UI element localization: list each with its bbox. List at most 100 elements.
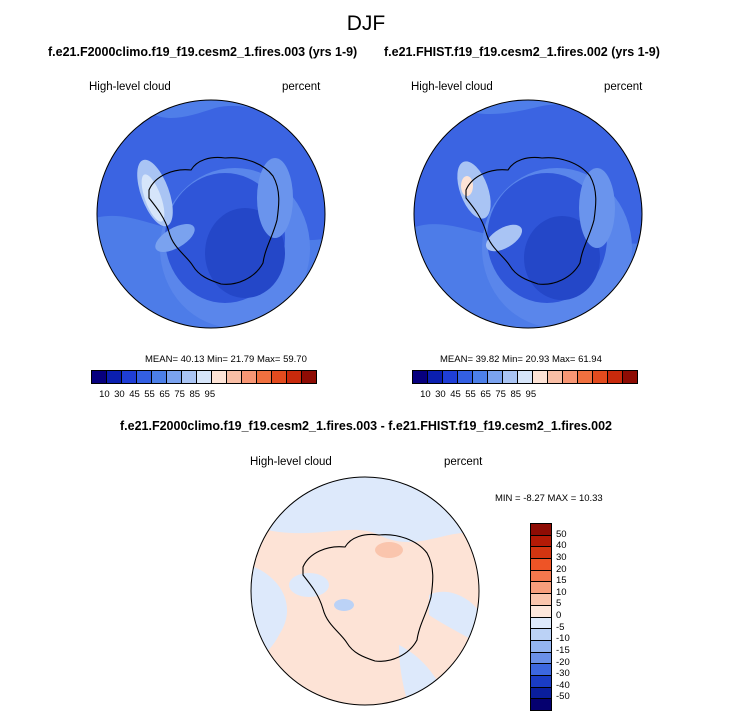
colorbar-tick-label: 10 [99, 389, 110, 400]
panel-3-units: percent [444, 456, 483, 468]
colorbar-swatch [531, 675, 551, 688]
colorbar-tick-label: 30 [435, 389, 446, 400]
colorbar-tick-label: 75 [495, 389, 506, 400]
colorbar-swatch [227, 371, 242, 383]
colorbar-swatch [531, 535, 551, 548]
colorbar-tick-label: 20 [556, 563, 567, 575]
panel-2-units: percent [604, 81, 643, 93]
panel-2-colorbar [412, 370, 638, 384]
colorbar-swatch [531, 594, 551, 606]
panel-1-stats: MEAN= 40.13 Min= 21.79 Max= 59.70 [145, 354, 307, 365]
colorbar-swatch [167, 371, 182, 383]
colorbar-swatch [531, 664, 551, 676]
colorbar-tick-label: -40 [556, 679, 570, 691]
figure-title: DJF [346, 12, 386, 35]
colorbar-swatch [531, 547, 551, 560]
antarctica-coastline [302, 533, 434, 662]
panel-1-colorbar [91, 370, 317, 384]
colorbar-swatch [531, 629, 551, 641]
colorbar-tick-label: -30 [556, 668, 570, 680]
colorbar-tick-label: 30 [114, 389, 125, 400]
colorbar-abs-1-labels: 10 30 45 55 65 75 85 95 [91, 389, 317, 401]
antarctica-coastline [465, 156, 597, 285]
colorbar-swatch [593, 371, 608, 383]
panel-1-polar-map [96, 99, 326, 329]
colorbar-abs-1 [91, 370, 317, 384]
colorbar-swatch [473, 371, 488, 383]
panel-2-title: f.e21.FHIST.f19_f19.cesm2_1.fires.002 (y… [384, 45, 660, 59]
colorbar-swatch [182, 371, 197, 383]
colorbar-tick-label: 85 [189, 389, 201, 400]
colorbar-swatch [488, 371, 503, 383]
colorbar-swatch [287, 371, 302, 383]
colorbar-diff-labels: 50 40 30 20 15 10 5 0 -5 -10 -15 -20 -30 -40 -50 [556, 523, 596, 711]
panel-2-stats: MEAN= 39.82 Min= 20.93 Max= 61.94 [440, 354, 602, 365]
colorbar-swatch [137, 371, 152, 383]
colorbar-swatch [531, 582, 551, 595]
colorbar-swatch [608, 371, 623, 383]
colorbar-tick-label: 10 [556, 586, 567, 598]
colorbar-tick-label: 95 [525, 389, 537, 400]
colorbar-swatch [531, 559, 551, 571]
panel-1-title: f.e21.F2000climo.f19_f19.cesm2_1.fires.0… [48, 45, 358, 59]
colorbar-tick-label: -10 [556, 633, 570, 645]
colorbar-swatch [518, 371, 533, 383]
colorbar-tick-label: 5 [556, 598, 562, 610]
colorbar-swatch [531, 617, 551, 630]
colorbar-tick-label: 15 [556, 575, 567, 587]
colorbar-tick-label: 40 [556, 540, 567, 552]
colorbar-swatch [531, 640, 551, 653]
panel-1-units: percent [282, 81, 321, 93]
colorbar-tick-label: 45 [450, 389, 461, 400]
panel-2-polar-map [413, 99, 643, 329]
panel-3-stats: MIN = -8.27 MAX = 10.33 [495, 493, 603, 504]
colorbar-swatch [257, 371, 272, 383]
colorbar-swatch [107, 371, 122, 383]
colorbar-swatch [212, 371, 227, 383]
colorbar-diff [530, 523, 552, 711]
colorbar-tick-label: -20 [556, 656, 570, 668]
colorbar-swatch [302, 371, 316, 383]
panel-3-variable: High-level cloud [250, 456, 332, 468]
colorbar-swatch [413, 371, 428, 383]
colorbar-swatch [428, 371, 443, 383]
colorbar-tick-label: 55 [144, 389, 155, 400]
colorbar-swatch [578, 371, 593, 383]
colorbar-tick-label: 45 [129, 389, 140, 400]
colorbar-tick-label: 10 [420, 389, 431, 400]
colorbar-swatch [242, 371, 257, 383]
colorbar-swatch [531, 524, 551, 536]
colorbar-tick-label: 30 [556, 551, 567, 563]
colorbar-swatch [533, 371, 548, 383]
colorbar-swatch [443, 371, 458, 383]
colorbar-swatch [503, 371, 518, 383]
colorbar-swatch [531, 605, 551, 618]
colorbar-swatch [531, 570, 551, 583]
colorbar-swatch [531, 652, 551, 665]
colorbar-swatch [122, 371, 137, 383]
colorbar-swatch [548, 371, 563, 383]
panel-1-variable: High-level cloud [89, 81, 171, 93]
colorbar-abs-2-labels: 10 30 45 55 65 75 85 95 [412, 389, 638, 401]
colorbar-tick-label: 85 [510, 389, 522, 400]
colorbar-swatch [563, 371, 578, 383]
colorbar-abs-2 [412, 370, 638, 384]
panel-3-colorbar [530, 523, 552, 711]
antarctica-coastline [148, 156, 280, 285]
colorbar-tick-label: -15 [556, 644, 570, 656]
panel-3-polar-map [250, 476, 480, 706]
colorbar-swatch [92, 371, 107, 383]
colorbar-tick-label: 95 [204, 389, 216, 400]
colorbar-tick-label: 75 [174, 389, 185, 400]
colorbar-tick-label: 65 [480, 389, 491, 400]
colorbar-swatch [531, 699, 551, 710]
colorbar-tick-label: 65 [159, 389, 170, 400]
colorbar-tick-label: -5 [556, 621, 565, 633]
colorbar-swatch [272, 371, 287, 383]
colorbar-swatch [458, 371, 473, 383]
colorbar-tick-label: -50 [556, 691, 570, 703]
colorbar-swatch [152, 371, 167, 383]
colorbar-swatch [623, 371, 637, 383]
colorbar-swatch [197, 371, 212, 383]
colorbar-tick-label: 50 [556, 528, 567, 540]
